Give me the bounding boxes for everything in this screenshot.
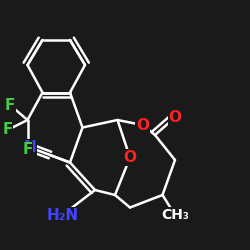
Text: O: O (168, 110, 181, 125)
Text: H₂N: H₂N (46, 208, 78, 222)
Text: F: F (5, 98, 15, 112)
Text: F: F (22, 142, 33, 158)
Text: F: F (2, 122, 13, 138)
Text: N: N (24, 140, 36, 155)
Text: CH₃: CH₃ (161, 208, 189, 222)
Text: O: O (124, 150, 136, 165)
Text: O: O (136, 118, 149, 132)
